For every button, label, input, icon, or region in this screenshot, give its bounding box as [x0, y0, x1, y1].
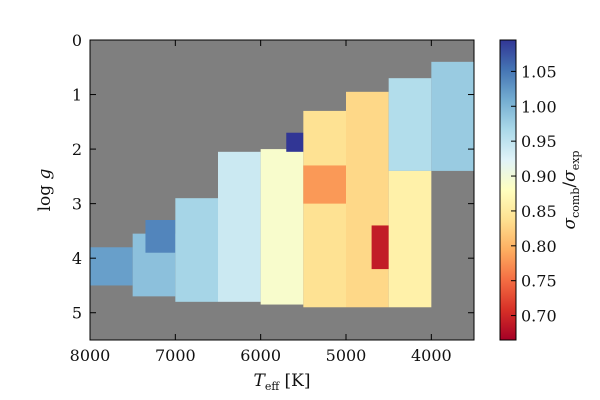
x-tick-label: 6000 [240, 346, 281, 365]
colorbar-tick-label: 1.00 [521, 97, 557, 116]
plot-frame [89, 39, 475, 341]
colorbar-tick-label: 0.80 [521, 237, 557, 256]
heatmap-cell [175, 198, 218, 302]
colorbar-tick-label: 0.85 [521, 202, 557, 221]
y-tick-label: 1 [72, 86, 82, 105]
heatmap-cell [388, 170, 432, 308]
x-axis-ticks: 8000 7000 6000 5000 4000 [70, 40, 452, 365]
x-tick-label: 7000 [155, 346, 196, 365]
heatmap-cells [90, 61, 474, 308]
heatmap-cell [145, 220, 176, 253]
heatmap-cell [286, 132, 308, 152]
y-tick-label: 0 [72, 31, 82, 50]
heatmap-cell [388, 78, 432, 171]
heatmap-cell [303, 165, 346, 204]
colorbar-tick-label: 1.05 [521, 62, 557, 81]
y-tick-label: 4 [72, 249, 82, 268]
colorbar-tick-label: 0.75 [521, 272, 557, 291]
x-tick-label: 5000 [326, 346, 367, 365]
heatmap-cell [260, 149, 304, 305]
colorbar-tick-label: 0.90 [521, 167, 557, 186]
heatmap-cell [218, 151, 261, 302]
heatmap-cell [431, 61, 474, 171]
colorbar-ticks: 0.70 0.75 0.80 0.85 0.90 0.95 1.00 1.05 [511, 62, 557, 326]
x-tick-label: 4000 [411, 346, 452, 365]
colorbar [499, 39, 517, 341]
heatmap-cell [303, 110, 346, 308]
y-axis-label: log g [35, 168, 55, 211]
colorbar-label: σcomb/σexp [560, 151, 582, 230]
y-tick-label: 5 [72, 304, 82, 323]
heatmap-cell [90, 247, 133, 286]
x-tick-label: 8000 [70, 346, 111, 365]
x-axis-label: Teff [K] [253, 371, 310, 393]
heatmap-cell [346, 91, 389, 308]
colorbar-tick-label: 0.95 [521, 132, 557, 151]
y-axis-ticks: 0 1 2 3 4 5 [72, 31, 474, 323]
colorbar-tick-label: 0.70 [521, 307, 557, 326]
y-tick-label: 3 [72, 195, 82, 214]
y-tick-label: 2 [72, 140, 82, 159]
